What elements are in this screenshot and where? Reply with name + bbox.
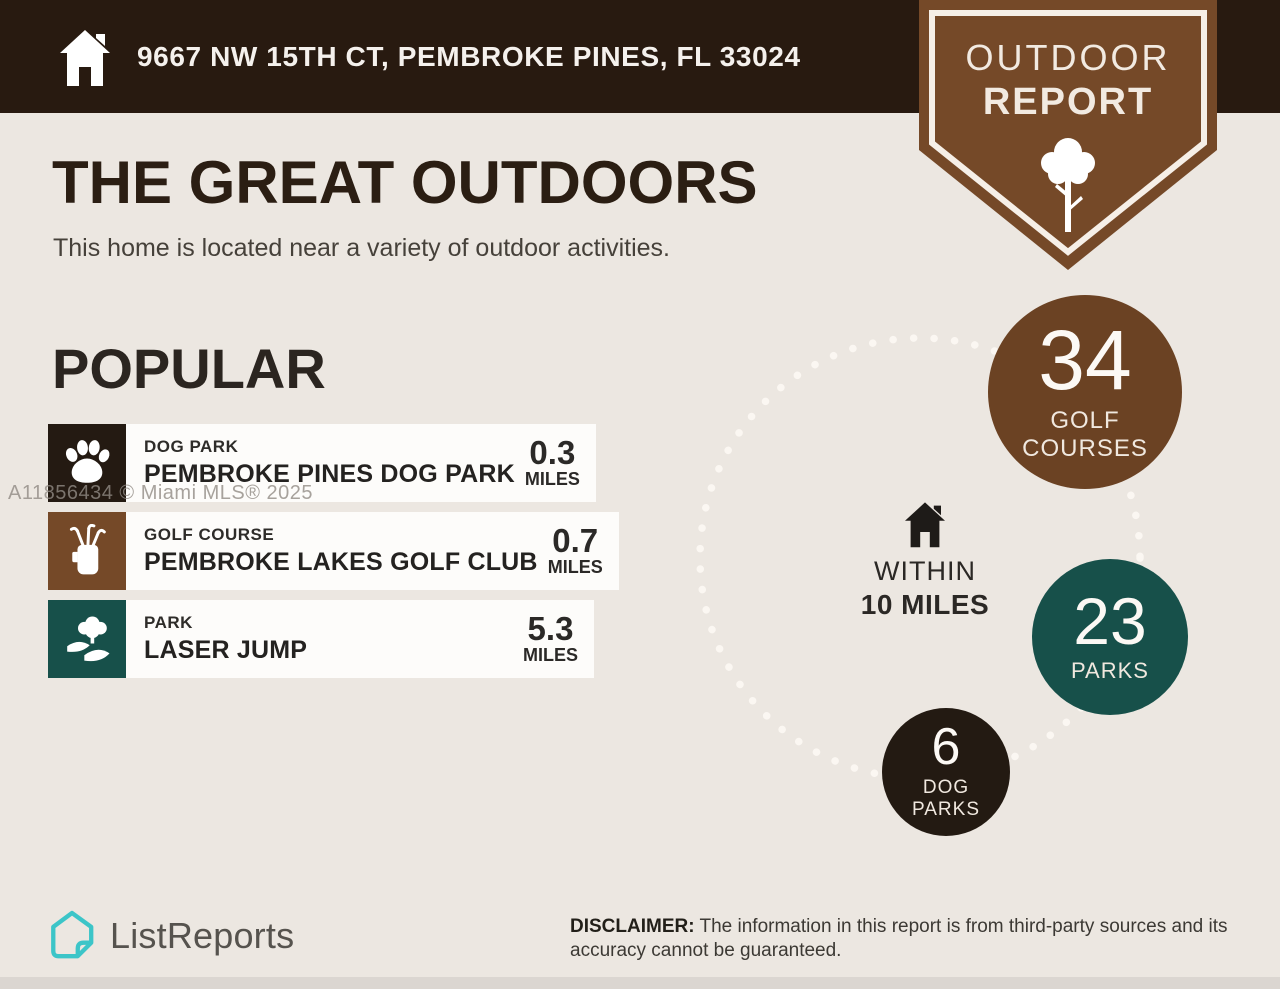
stat-bubble-golf-courses: 34 GOLF COURSES [988, 295, 1182, 489]
disclaimer: DISCLAIMER: The information in this repo… [570, 915, 1242, 963]
stat-value: 34 [1038, 313, 1132, 408]
stat-label: DOG PARKS [911, 776, 980, 820]
property-address: 9667 NW 15TH CT, PEMBROKE PINES, FL 3302… [137, 40, 801, 72]
stat-label: GOLF COURSES [1022, 406, 1148, 462]
house-icon [905, 502, 945, 548]
item-category: GOLF COURSE [144, 525, 275, 544]
distance-unit: MILES [524, 468, 580, 489]
item-category: DOG PARK [144, 437, 239, 456]
bottom-edge-strip [0, 977, 1280, 989]
distance-unit: MILES [522, 644, 578, 665]
stat-bubble-dog-parks: 6 DOG PARKS [882, 708, 1010, 836]
list-item-golf-course: GOLF COURSE PEMBROKE LAKES GOLF CLUB 0.7… [48, 512, 619, 590]
stat-label: PARKS [1071, 658, 1149, 684]
brand-name: ListReports [110, 915, 295, 956]
radius-label-line2: 10 MILES [860, 589, 990, 620]
item-name: LASER JUMP [144, 636, 308, 664]
golf-bag-icon [48, 512, 126, 590]
item-distance: 0.3 MILES [515, 436, 580, 491]
listreports-logo-icon [51, 910, 94, 959]
badge-inner-outline [929, 10, 1207, 256]
mls-watermark: A11856434 © Miami MLS® 2025 [8, 482, 313, 504]
distance-value: 5.3 [527, 609, 574, 647]
stat-value: 6 [931, 718, 961, 777]
distance-unit: MILES [547, 556, 603, 577]
badge-line2: REPORT [983, 81, 1153, 123]
list-item-card: DOG PARK PEMBROKE PINES DOG PARK 0.3 MIL… [126, 424, 596, 502]
item-name: PEMBROKE LAKES GOLF CLUB [144, 548, 538, 576]
badge-shape [919, 0, 1217, 270]
popular-heading: POPULAR [52, 337, 326, 400]
disclaimer-label: DISCLAIMER: [570, 916, 695, 937]
park-tree-icon [48, 600, 126, 678]
list-item-dog-park: DOG PARK PEMBROKE PINES DOG PARK 0.3 MIL… [48, 424, 596, 502]
home-icon [60, 29, 110, 86]
tree-icon [1041, 138, 1095, 232]
list-item-park: PARK LASER JUMP 5.3 MILES [48, 600, 594, 678]
list-item-card: PARK LASER JUMP 5.3 MILES [126, 600, 594, 678]
radius-dotted-circle [696, 334, 1144, 782]
outdoor-report-badge: OUTDOOR REPORT [919, 0, 1217, 270]
listreports-logo: ListReports [48, 910, 294, 962]
badge-line1: OUTDOOR [966, 37, 1171, 78]
radius-label: WITHIN 10 MILES [843, 500, 1007, 621]
stat-value: 23 [1073, 583, 1147, 658]
page-subtitle: This home is located near a variety of o… [53, 234, 670, 262]
popular-list: DOG PARK PEMBROKE PINES DOG PARK 0.3 MIL… [48, 424, 619, 688]
item-name: PEMBROKE PINES DOG PARK [144, 460, 515, 488]
item-distance: 5.3 MILES [513, 612, 578, 667]
stat-bubble-parks: 23 PARKS [1032, 559, 1188, 715]
list-item-card: GOLF COURSE PEMBROKE LAKES GOLF CLUB 0.7… [126, 512, 619, 590]
distance-value: 0.7 [552, 521, 599, 559]
item-distance: 0.7 MILES [538, 524, 603, 579]
page-title: THE GREAT OUTDOORS [52, 149, 758, 216]
paw-icon [48, 424, 126, 502]
distance-value: 0.3 [529, 433, 576, 471]
disclaimer-text: The information in this report is from t… [570, 916, 1228, 961]
item-category: PARK [144, 613, 193, 632]
radius-label-line1: WITHIN [874, 556, 976, 586]
